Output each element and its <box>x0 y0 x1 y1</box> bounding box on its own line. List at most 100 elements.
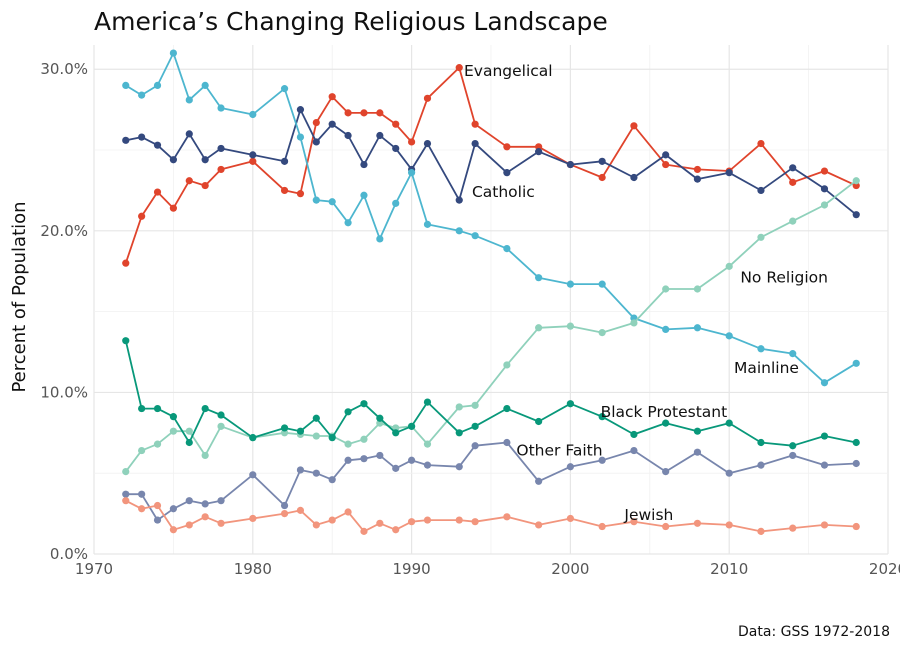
evangelical-point <box>185 177 193 185</box>
catholic-point <box>296 106 305 114</box>
mainline-point <box>122 81 130 89</box>
series-black-protestant <box>122 337 860 450</box>
evangelical-point <box>408 138 416 146</box>
evangelical-point <box>122 259 130 267</box>
other-faith-point <box>662 467 670 476</box>
other-faith-point <box>376 451 384 460</box>
mainline-point <box>169 49 177 57</box>
jewish-point <box>852 522 860 531</box>
other-faith-point <box>249 471 257 479</box>
other-faith-point <box>423 461 432 469</box>
other-faith-point <box>455 463 463 471</box>
series-jewish <box>122 497 860 535</box>
evangelical-point <box>201 181 209 190</box>
evangelical-point <box>820 167 829 175</box>
black-protestant-point <box>725 419 733 427</box>
black-protestant-point <box>201 404 209 413</box>
series-labels: Evangelical Catholic No Religion Mainline Bl… <box>464 62 828 524</box>
black-protestant-point <box>312 414 320 422</box>
black-protestant-point <box>693 427 702 435</box>
jewish-point <box>598 522 606 531</box>
black-protestant-point <box>122 337 130 345</box>
series-evangelical <box>122 64 860 267</box>
no-religion-point <box>535 324 543 332</box>
catholic-point <box>503 169 511 177</box>
catholic-point <box>122 136 130 144</box>
other-faith-point <box>185 497 193 505</box>
jewish-point <box>725 521 733 529</box>
mainline-point <box>217 104 225 112</box>
no-religion-point <box>201 451 209 460</box>
no-religion-point <box>725 262 733 270</box>
catholic-point <box>169 156 177 164</box>
jewish-point <box>693 519 702 527</box>
no-religion-point <box>757 233 765 241</box>
evangelical-point <box>598 173 606 182</box>
mainline-point <box>328 198 336 206</box>
mainline-point <box>312 196 320 204</box>
jewish-point <box>566 514 575 523</box>
jewish-point <box>138 505 146 513</box>
jewish-point <box>471 518 479 526</box>
no-religion-point <box>820 201 829 209</box>
mainline-point <box>725 332 733 340</box>
black-protestant-point <box>852 438 860 447</box>
mainline-point <box>376 235 384 243</box>
jewish-point <box>344 508 352 516</box>
gridlines <box>93 45 889 555</box>
x-tick-label: 2010 <box>710 560 748 578</box>
label-jewish: Jewish <box>623 506 673 524</box>
x-axis: 1970 1980 1990 2000 2010 2020 <box>75 560 900 578</box>
no-religion-point <box>185 427 193 435</box>
mainline-point <box>789 350 797 358</box>
mainline-point <box>535 274 543 282</box>
no-religion-point <box>122 467 130 476</box>
jewish-point <box>820 521 829 529</box>
jewish-point <box>296 506 305 514</box>
other-faith-point <box>503 438 511 447</box>
evangelical-point <box>360 109 368 117</box>
no-religion-point <box>503 361 511 369</box>
mainline-point <box>566 280 575 288</box>
mainline-point <box>201 81 209 89</box>
evangelical-point <box>392 120 400 128</box>
no-religion-point <box>217 422 225 430</box>
other-faith-point <box>535 477 543 485</box>
black-protestant-point <box>535 417 543 426</box>
catholic-point <box>138 133 146 141</box>
black-protestant-point <box>280 424 289 432</box>
catholic-point <box>249 151 257 159</box>
mainline-line <box>125 52 857 384</box>
no-religion-point <box>360 435 368 443</box>
black-protestant-point <box>328 434 336 442</box>
no-religion-point <box>169 427 177 435</box>
catholic-point <box>423 139 432 148</box>
jewish-point <box>376 519 384 527</box>
jewish-point <box>789 524 797 532</box>
label-no-religion: No Religion <box>740 269 828 287</box>
other-faith-point <box>392 464 400 472</box>
evangelical-point <box>328 93 336 101</box>
evangelical-point <box>757 139 765 148</box>
evangelical-point <box>249 157 257 165</box>
black-protestant-point <box>296 427 305 435</box>
y-tick-label: 0.0% <box>50 545 88 563</box>
mainline-point <box>153 81 162 89</box>
no-religion-point <box>153 440 162 448</box>
black-protestant-point <box>169 413 177 421</box>
series-other-faith <box>122 438 860 524</box>
evangelical-point <box>455 64 463 72</box>
black-protestant-point <box>503 404 511 413</box>
mainline-point <box>280 85 289 93</box>
other-faith-point <box>328 476 336 484</box>
mainline-point <box>455 227 463 235</box>
evangelical-point <box>471 120 479 128</box>
black-protestant-point <box>630 430 638 439</box>
label-other-faith: Other Faith <box>516 442 602 460</box>
jewish-point <box>757 527 765 535</box>
y-axis: 0.0% 10.0% 20.0% 30.0% <box>40 60 88 563</box>
mainline-point <box>344 219 352 227</box>
mainline-point <box>852 359 860 367</box>
no-religion-point <box>693 285 702 293</box>
mainline-point <box>693 324 702 332</box>
